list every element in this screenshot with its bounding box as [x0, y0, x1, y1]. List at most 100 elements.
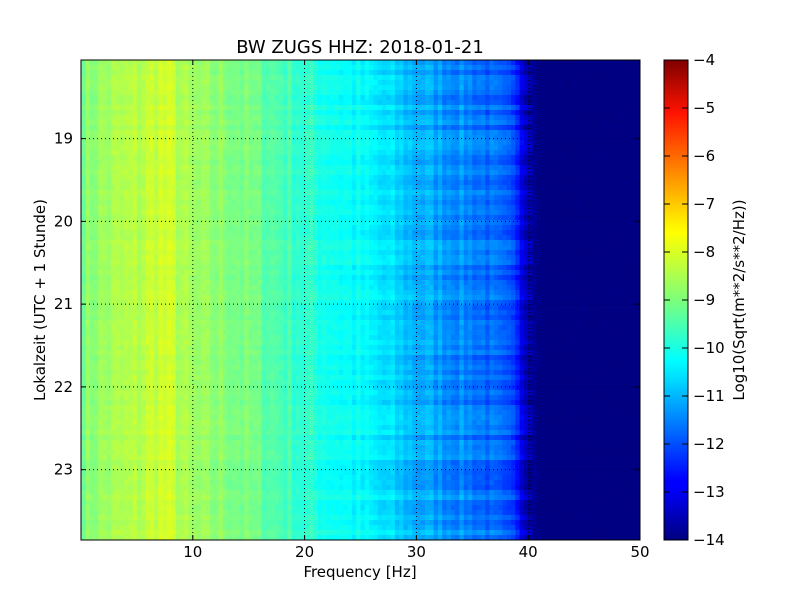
heatmap-cell — [554, 65, 559, 71]
heatmap-cell — [201, 210, 207, 216]
heatmap-cell — [549, 240, 555, 246]
heatmap-cell — [231, 245, 237, 251]
heatmap-cell — [549, 235, 555, 241]
heatmap-cell — [377, 150, 383, 156]
heatmap-cell — [334, 210, 340, 216]
heatmap-cell — [364, 175, 370, 181]
heatmap-cell — [334, 195, 340, 201]
heatmap-cell — [420, 60, 426, 66]
heatmap-cell — [89, 125, 95, 131]
heatmap-cell — [296, 170, 301, 176]
heatmap-cell — [85, 70, 91, 76]
heatmap-cell — [532, 105, 538, 111]
heatmap-cell — [141, 240, 147, 246]
heatmap-cell — [446, 170, 452, 176]
heatmap-cell — [635, 140, 640, 146]
heatmap-cell — [614, 170, 620, 176]
heatmap-cell — [468, 90, 473, 96]
heatmap-cell — [455, 170, 460, 176]
heatmap-cell — [528, 175, 534, 181]
heatmap-cell — [609, 140, 615, 146]
heatmap-cell — [450, 130, 456, 136]
heatmap-cell — [605, 150, 611, 156]
heatmap-cell — [291, 85, 297, 91]
heatmap-cell — [605, 120, 611, 126]
heatmap-cell — [601, 85, 607, 91]
heatmap-cell — [601, 200, 607, 206]
heatmap-cell — [188, 175, 194, 181]
heatmap-cell — [597, 65, 602, 71]
heatmap-cell — [128, 250, 134, 256]
heatmap-cell — [498, 200, 503, 206]
heatmap-cell — [579, 140, 585, 146]
heatmap-cell — [476, 185, 482, 191]
heatmap-cell — [321, 150, 327, 156]
heatmap-cell — [270, 75, 276, 81]
heatmap-cell — [278, 190, 284, 196]
heatmap-cell — [98, 85, 104, 91]
heatmap-cell — [493, 70, 499, 76]
heatmap-cell — [545, 245, 551, 251]
heatmap-cell — [296, 145, 301, 151]
heatmap-cell — [566, 235, 572, 241]
heatmap-cell — [132, 85, 138, 91]
heatmap-cell — [141, 90, 147, 96]
heatmap-cell — [179, 80, 185, 86]
heatmap-cell — [545, 75, 551, 81]
heatmap-cell — [334, 235, 340, 241]
heatmap-cell — [257, 90, 263, 96]
heatmap-cell — [296, 235, 301, 241]
heatmap-cell — [167, 75, 172, 81]
heatmap-cell — [562, 145, 568, 151]
heatmap-cell — [519, 75, 525, 81]
heatmap-cell — [334, 150, 340, 156]
heatmap-cell — [446, 110, 452, 116]
heatmap-cell — [571, 170, 577, 176]
heatmap-cell — [149, 170, 155, 176]
heatmap-cell — [132, 140, 138, 146]
heatmap-cell — [218, 110, 224, 116]
heatmap-cell — [326, 190, 331, 196]
heatmap-cell — [545, 105, 551, 111]
heatmap-cell — [429, 120, 435, 126]
heatmap-cell — [270, 85, 276, 91]
heatmap-cell — [184, 210, 190, 216]
heatmap-cell — [171, 210, 177, 216]
heatmap-cell — [506, 95, 512, 101]
heatmap-cell — [407, 185, 413, 191]
heatmap-cell — [528, 220, 534, 226]
heatmap-cell — [326, 120, 331, 126]
heatmap-cell — [274, 240, 280, 246]
heatmap-cell — [158, 210, 164, 216]
heatmap-cell — [622, 205, 628, 211]
heatmap-cell — [192, 105, 198, 111]
heatmap-cell — [261, 170, 267, 176]
heatmap-cell — [261, 90, 267, 96]
heatmap-cell — [175, 195, 181, 201]
heatmap-cell — [480, 160, 486, 166]
heatmap-cell — [167, 195, 172, 201]
heatmap-cell — [523, 205, 529, 211]
heatmap-cell — [631, 175, 637, 181]
heatmap-cell — [618, 240, 624, 246]
heatmap-cell — [399, 180, 405, 186]
heatmap-cell — [584, 75, 589, 81]
heatmap-cell — [622, 110, 628, 116]
heatmap-cell — [257, 60, 263, 66]
heatmap-cell — [407, 165, 413, 171]
heatmap-cell — [149, 125, 155, 131]
heatmap-cell — [184, 250, 190, 256]
heatmap-cell — [218, 125, 224, 131]
heatmap-cell — [356, 140, 362, 146]
heatmap-cell — [231, 145, 237, 151]
heatmap-cell — [128, 70, 134, 76]
heatmap-cell — [597, 130, 602, 136]
heatmap-cell — [124, 190, 129, 196]
heatmap-cell — [253, 70, 258, 76]
heatmap-cell — [93, 140, 99, 146]
heatmap-cell — [278, 230, 284, 236]
heatmap-cell — [248, 170, 254, 176]
heatmap-cell — [386, 80, 392, 86]
heatmap-cell — [106, 90, 112, 96]
heatmap-cell — [476, 100, 482, 106]
